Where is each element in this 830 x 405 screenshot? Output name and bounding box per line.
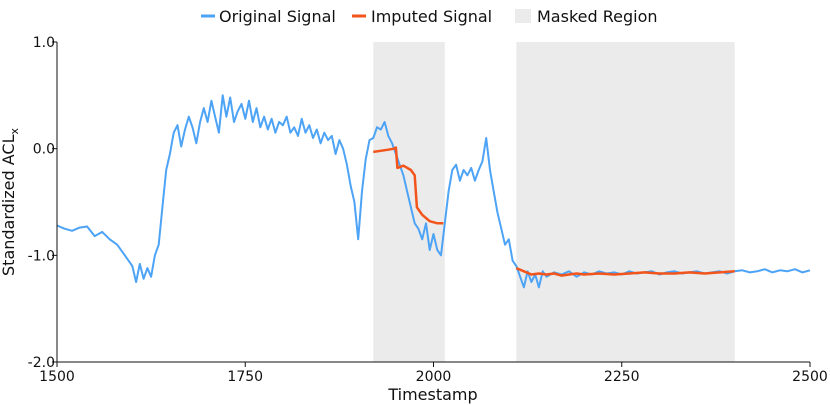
x-tick-label: 1750 [227,369,263,385]
legend-label-imputed: Imputed Signal [371,7,492,26]
x-tick-label: 2250 [604,369,640,385]
series-line-imputed-0 [373,146,444,225]
x-axis-title: Timestamp [387,385,477,404]
y-tick-label: -1.0 [28,248,55,264]
series-line-original [56,94,811,289]
y-axis-title-main: Standardized ACL [0,134,18,276]
y-tick-label: 0.0 [33,142,55,158]
x-tick-label: 1500 [39,369,75,385]
y-tick-label: -2.0 [28,355,55,371]
masked-region-1 [516,42,735,362]
series-lines [56,94,811,289]
series-line-imputed-1 [515,266,735,277]
y-tick-label: 1.0 [33,35,55,51]
legend: Original Signal Imputed Signal Masked Re… [201,7,658,26]
y-axis-title-subscript: x [8,128,21,135]
ticks: 1500 1750 2000 2250 2500 -2.0 -1.0 0.0 1.0 [28,35,828,385]
x-tick-label: 2500 [792,369,828,385]
legend-swatch-masked [515,9,531,23]
legend-label-original: Original Signal [219,7,336,26]
x-tick-label: 2000 [416,369,452,385]
legend-label-masked: Masked Region [537,7,658,26]
y-axis-title: Standardized ACLx [0,128,21,276]
masked-regions [373,42,735,362]
